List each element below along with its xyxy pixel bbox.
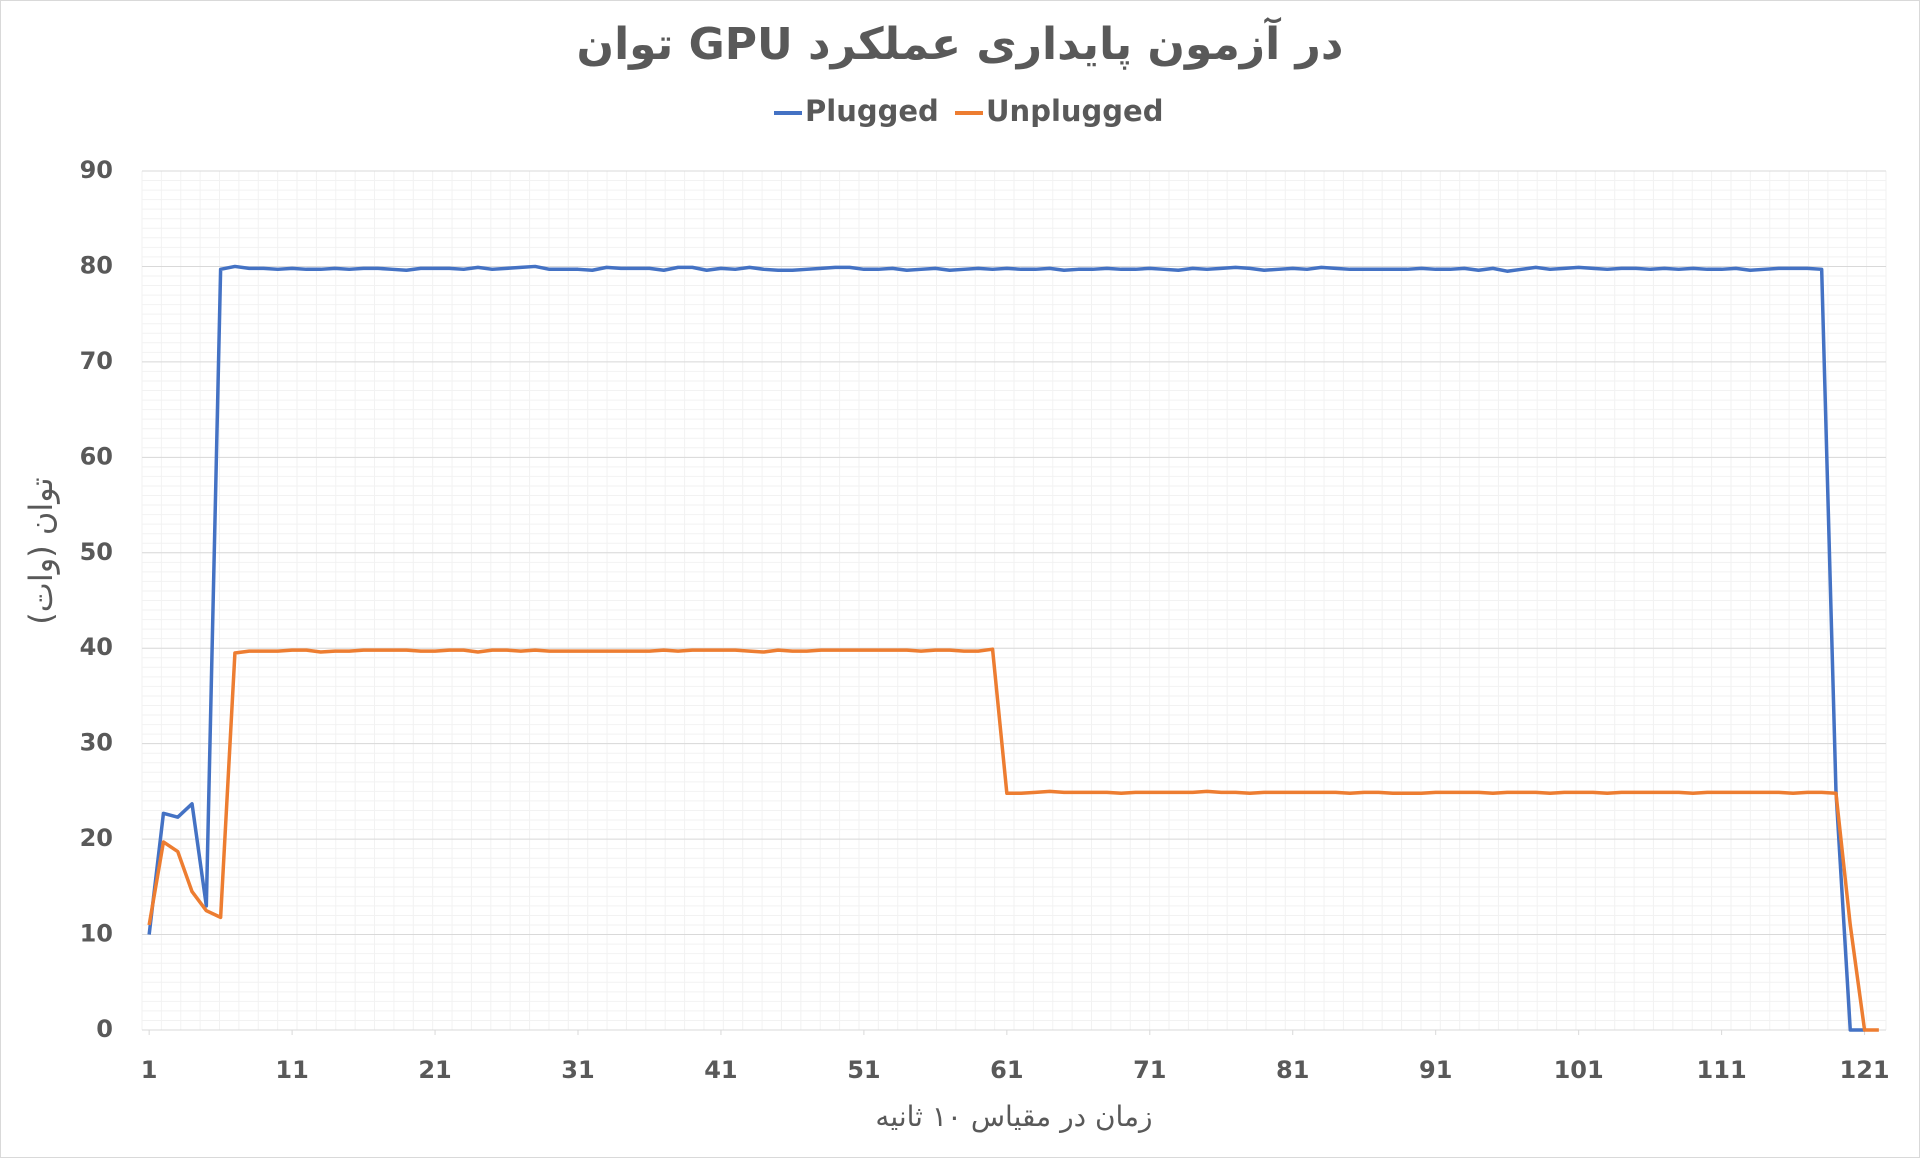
x-tick-label: 71 <box>1133 1056 1166 1084</box>
x-tick-label: 31 <box>561 1056 594 1084</box>
chart-title: توان GPU در آزمون پایداری عملکرد <box>577 16 1344 70</box>
series-line <box>147 647 1879 1032</box>
y-tick-label: 50 <box>80 538 113 566</box>
y-tick-label: 30 <box>80 729 113 757</box>
y-tick-label: 20 <box>80 824 113 852</box>
x-tick-label: 51 <box>847 1056 880 1084</box>
x-tick-label: 91 <box>1419 1056 1452 1084</box>
y-tick-label: 90 <box>80 156 113 184</box>
legend-label: Plugged <box>805 94 939 128</box>
y-tick-label: 80 <box>80 251 113 279</box>
x-tick-label: 41 <box>704 1056 737 1084</box>
x-tick-label: 1 <box>141 1056 158 1084</box>
y-tick-label: 70 <box>80 347 113 375</box>
x-tick-label: 111 <box>1697 1056 1747 1084</box>
series-line <box>147 264 1865 1032</box>
x-tick-label: 11 <box>275 1056 308 1084</box>
x-tick-label: 21 <box>418 1056 451 1084</box>
y-tick-label: 40 <box>80 633 113 661</box>
x-tick-label: 61 <box>990 1056 1023 1084</box>
x-axis-label: زمان در مقیاس ۱۰ ثانیه <box>875 1100 1152 1133</box>
y-tick-label: 10 <box>80 920 113 948</box>
legend-label: Unplugged <box>986 94 1163 128</box>
x-tick-label: 101 <box>1554 1056 1604 1084</box>
x-tick-label: 81 <box>1276 1056 1309 1084</box>
y-axis-label: توان (وات) <box>22 477 60 624</box>
x-tick-label: 121 <box>1840 1056 1890 1084</box>
y-tick-label: 0 <box>96 1015 113 1043</box>
y-tick-label: 60 <box>80 442 113 470</box>
